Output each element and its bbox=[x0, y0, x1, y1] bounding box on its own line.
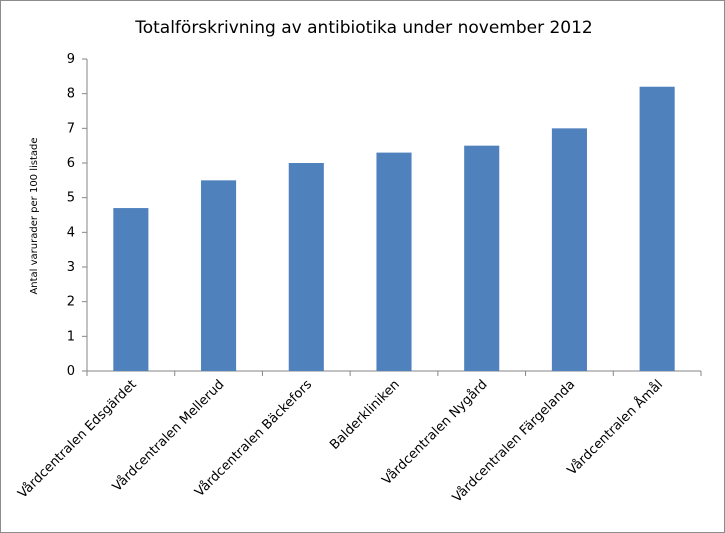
axes bbox=[82, 58, 702, 376]
y-tick-labels: 0 1 2 3 4 5 6 7 8 9 bbox=[67, 52, 75, 379]
y-tick-label: 3 bbox=[67, 260, 75, 275]
y-tick-label: 8 bbox=[67, 87, 75, 102]
bar bbox=[201, 180, 237, 371]
y-tick-label: 9 bbox=[67, 52, 75, 67]
y-tick-label: 6 bbox=[67, 156, 75, 171]
y-tick-label: 5 bbox=[67, 191, 75, 206]
bar bbox=[639, 86, 675, 371]
y-tick-label: 7 bbox=[67, 121, 75, 136]
x-tick-label: Balderkliniken bbox=[327, 377, 403, 453]
chart-title: Totalförskrivning av antibiotika under n… bbox=[134, 18, 593, 38]
y-axis-label: Antal varurader per 100 listade bbox=[29, 137, 40, 294]
x-tick-label: Vårdcentralen Åmål bbox=[564, 377, 666, 479]
bar bbox=[113, 208, 149, 371]
y-tick-label: 1 bbox=[67, 329, 75, 344]
bar bbox=[464, 145, 500, 371]
bar bbox=[551, 128, 587, 371]
bars bbox=[113, 86, 675, 371]
y-tick-label: 4 bbox=[67, 225, 75, 240]
bar bbox=[376, 152, 412, 371]
y-tick-label: 0 bbox=[67, 364, 75, 379]
y-tick-label: 2 bbox=[67, 295, 75, 310]
bar bbox=[288, 163, 324, 371]
